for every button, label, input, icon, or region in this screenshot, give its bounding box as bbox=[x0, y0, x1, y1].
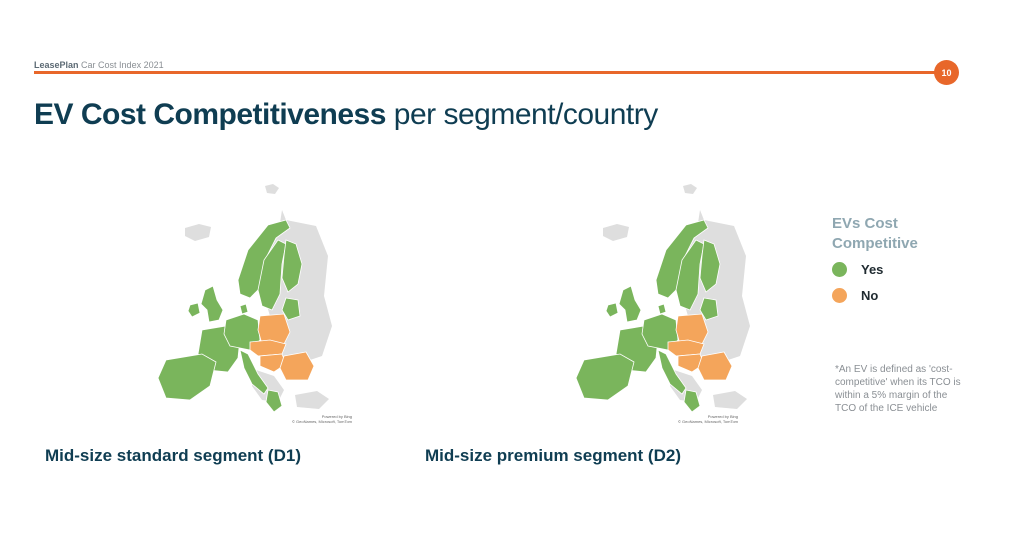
attribution-line: Powered by Bing bbox=[321, 414, 352, 419]
footnote: *An EV is defined as 'cost-competitive' … bbox=[835, 364, 961, 414]
title-rest: per segment/country bbox=[393, 98, 658, 131]
caption-d2: Mid-size premium segment (D2) bbox=[425, 446, 681, 465]
europe-map-d1 bbox=[157, 184, 332, 413]
attribution-line: © GeoNames, Microsoft, TomTom bbox=[678, 419, 738, 424]
brand-name: LeasePlan bbox=[34, 60, 79, 70]
map-attribution-d1: Powered by Bing © GeoNames, Microsoft, T… bbox=[292, 414, 352, 424]
map-d2 bbox=[508, 180, 753, 438]
report-label: LeasePlan Car Cost Index 2021 bbox=[34, 60, 164, 70]
legend-title: EVs Cost Competitive bbox=[832, 215, 918, 252]
title-bold: EV Cost Competitiveness bbox=[34, 98, 386, 131]
map-d1 bbox=[90, 180, 335, 438]
page-number-badge: 10 bbox=[934, 60, 959, 85]
legend-dot-yes bbox=[832, 262, 847, 277]
europe-map-d2 bbox=[575, 184, 750, 413]
legend-dot-no bbox=[832, 288, 847, 303]
caption-d1: Mid-size standard segment (D1) bbox=[45, 446, 301, 465]
attribution-line: © GeoNames, Microsoft, TomTom bbox=[292, 419, 352, 424]
map-attribution-d2: Powered by Bing © GeoNames, Microsoft, T… bbox=[678, 414, 738, 424]
page-title: EV Cost Competitiveness per segment/coun… bbox=[34, 98, 658, 132]
report-name: Car Cost Index 2021 bbox=[81, 60, 164, 70]
legend-item-yes: Yes bbox=[832, 262, 883, 277]
legend-item-no: No bbox=[832, 288, 878, 303]
attribution-line: Powered by Bing bbox=[707, 414, 738, 419]
header-divider bbox=[34, 71, 942, 74]
legend-label-no: No bbox=[861, 288, 879, 303]
legend-label-yes: Yes bbox=[861, 262, 884, 277]
